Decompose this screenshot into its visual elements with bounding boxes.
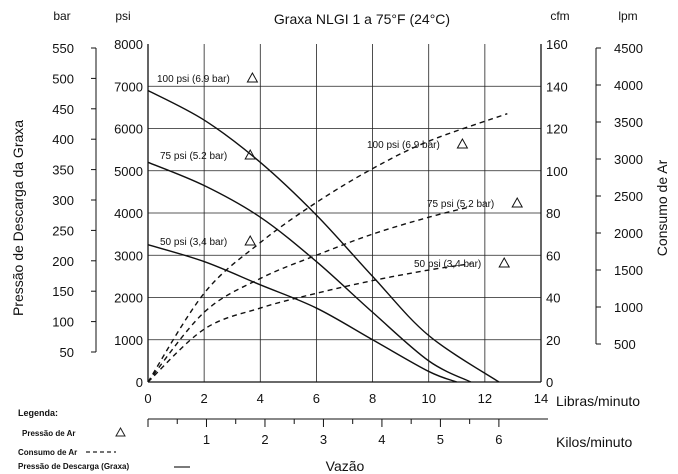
grid xyxy=(148,44,541,382)
kg-tick-label: 2 xyxy=(261,432,268,447)
lpm-tick-label: 3500 xyxy=(614,115,643,130)
triangle-icon xyxy=(244,234,257,246)
legend-item-air-pressure: Pressão de Ar xyxy=(22,429,76,438)
air-consumption-line-3 xyxy=(147,113,508,383)
discharge-line-2 xyxy=(147,244,458,383)
bar-unit-label: bar xyxy=(53,9,70,23)
series-annotation-4: 75 psi (5.2 bar) xyxy=(427,199,494,210)
x-tick-label: 2 xyxy=(201,391,208,406)
psi-tick-label: 8000 xyxy=(114,37,143,52)
x-tick-label: 8 xyxy=(369,391,376,406)
legend: Legenda: Pressão de Ar Consumo de Ar Pre… xyxy=(18,408,190,471)
chart-title: Graxa NLGI 1 a 75°F (24°C) xyxy=(274,11,450,27)
x-tick-label: 6 xyxy=(313,391,320,406)
series-annotation-5: 50 psi (3,4 bar) xyxy=(414,259,481,270)
psi-tick-label: 0 xyxy=(136,375,143,390)
x-tick-label: 4 xyxy=(257,391,264,406)
psi-tick-label: 7000 xyxy=(114,79,143,94)
kg-tick-label: 3 xyxy=(320,432,327,447)
bar-tick-label: 300 xyxy=(52,193,74,208)
series-group xyxy=(147,89,508,383)
psi-tick-label: 5000 xyxy=(114,164,143,179)
x-tick-label: 14 xyxy=(534,391,548,406)
kg-tick-label: 1 xyxy=(203,432,210,447)
series-annotation-1: 75 psi (5.2 bar) xyxy=(160,151,227,162)
discharge-line-0 xyxy=(147,89,500,383)
x-tick-label: 0 xyxy=(144,391,151,406)
bar-tick-label: 450 xyxy=(52,102,74,117)
x-secondary-label: Kilos/minuto xyxy=(556,434,632,450)
lpm-tick-label: 500 xyxy=(614,337,636,352)
lpm-tick-label: 1000 xyxy=(614,300,643,315)
legend-item-grease-discharge: Pressão de Descarga (Graxa) xyxy=(18,462,130,471)
lpm-tick-label: 4000 xyxy=(614,78,643,93)
psi-tick-label: 1000 xyxy=(114,333,143,348)
cfm-tick-label: 100 xyxy=(546,164,568,179)
cfm-unit-label: cfm xyxy=(550,9,569,23)
series-annotation-2: 50 psi (3,4 bar) xyxy=(160,237,227,248)
bar-tick-label: 400 xyxy=(52,132,74,147)
bar-tick-label: 500 xyxy=(52,71,74,86)
air-consumption-line-4 xyxy=(147,205,471,383)
cfm-tick-label: 140 xyxy=(546,79,568,94)
cfm-tick-label: 120 xyxy=(546,122,568,137)
triangle-icon xyxy=(456,137,469,149)
bar-tick-label: 150 xyxy=(52,284,74,299)
psi-tick-label: 4000 xyxy=(114,206,143,221)
bar-tick-label: 250 xyxy=(52,223,74,238)
bar-tick-label: 50 xyxy=(60,345,74,360)
kg-tick-label: 4 xyxy=(378,432,385,447)
triangle-icon xyxy=(511,196,524,208)
kg-tick-label: 6 xyxy=(495,432,502,447)
lpm-tick-label: 3000 xyxy=(614,152,643,167)
cfm-tick-label: 0 xyxy=(546,375,553,390)
triangle-icon xyxy=(246,71,259,83)
bar-tick-label: 550 xyxy=(52,41,74,56)
axes xyxy=(91,44,601,427)
x-tick-label: 12 xyxy=(478,391,492,406)
y-left-title: Pressão de Descarga da Graxa xyxy=(10,120,26,316)
labels: 0100020003000400050006000700080005010015… xyxy=(52,37,643,447)
lpm-tick-label: 4500 xyxy=(614,41,643,56)
cfm-tick-label: 60 xyxy=(546,248,560,263)
discharge-line-1 xyxy=(147,161,472,383)
bar-tick-label: 350 xyxy=(52,163,74,178)
series-annotation-0: 100 psi (6.9 bar) xyxy=(157,74,230,85)
triangle-icon xyxy=(498,256,511,268)
lpm-tick-label: 1500 xyxy=(614,263,643,278)
x-axis-title: Vazão xyxy=(326,458,365,474)
lpm-tick-label: 2000 xyxy=(614,226,643,241)
bar-tick-label: 100 xyxy=(52,315,74,330)
cfm-tick-label: 40 xyxy=(546,291,560,306)
x-primary-label: Libras/minuto xyxy=(556,393,640,409)
triangle-icon xyxy=(244,148,257,160)
lpm-unit-label: lpm xyxy=(618,9,637,23)
cfm-tick-label: 80 xyxy=(546,206,560,221)
y-right-title: Consumo de Ar xyxy=(654,159,670,256)
cfm-tick-label: 20 xyxy=(546,333,560,348)
psi-tick-label: 3000 xyxy=(114,248,143,263)
psi-unit-label: psi xyxy=(115,9,130,23)
series-annotation-3: 100 psi (6.9 bar) xyxy=(367,140,440,151)
psi-tick-label: 2000 xyxy=(114,291,143,306)
legend-title: Legenda: xyxy=(18,408,58,418)
air-consumption-line-5 xyxy=(147,263,471,383)
x-tick-label: 10 xyxy=(421,391,435,406)
lpm-tick-label: 2500 xyxy=(614,189,643,204)
legend-item-air-consumption: Consumo de Ar xyxy=(18,448,77,457)
cfm-tick-label: 160 xyxy=(546,37,568,52)
kg-tick-label: 5 xyxy=(437,432,444,447)
bar-tick-label: 200 xyxy=(52,254,74,269)
legend-triangle-icon xyxy=(115,426,126,437)
psi-tick-label: 6000 xyxy=(114,122,143,137)
